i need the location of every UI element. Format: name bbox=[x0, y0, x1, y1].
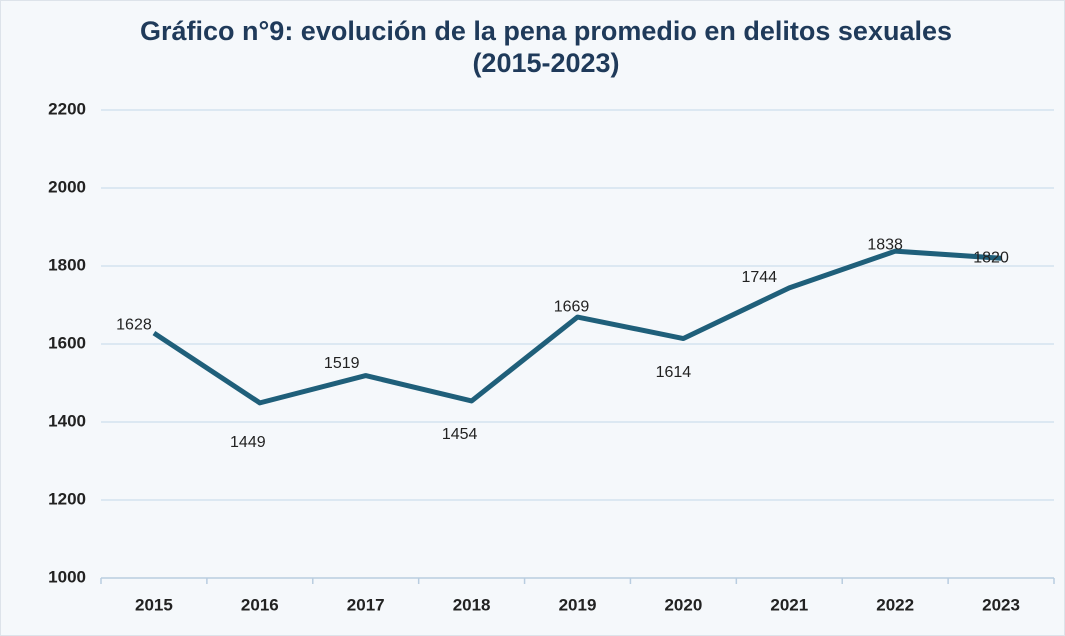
data-label: 1519 bbox=[324, 355, 360, 372]
x-tick-label: 2020 bbox=[664, 595, 702, 614]
data-label: 1614 bbox=[656, 364, 692, 381]
data-label: 1454 bbox=[442, 426, 478, 443]
y-tick-label: 2000 bbox=[48, 177, 86, 196]
data-label: 1744 bbox=[741, 269, 777, 286]
x-tick-label: 2019 bbox=[559, 595, 597, 614]
y-tick-label: 1800 bbox=[48, 255, 86, 274]
y-tick-label: 2200 bbox=[48, 99, 86, 118]
data-label: 1669 bbox=[554, 298, 590, 315]
data-label: 1838 bbox=[867, 236, 903, 253]
x-tick-label: 2023 bbox=[982, 595, 1020, 614]
x-tick-label: 2022 bbox=[876, 595, 914, 614]
x-tick-label: 2018 bbox=[453, 595, 491, 614]
x-tick-label: 2015 bbox=[135, 595, 173, 614]
x-tick-label: 2016 bbox=[241, 595, 279, 614]
y-tick-label: 1200 bbox=[48, 489, 86, 508]
x-tick-label: 2021 bbox=[770, 595, 808, 614]
data-line bbox=[152, 248, 1002, 406]
chart-title: Gráfico n°9: evolución de la pena promed… bbox=[139, 16, 953, 78]
data-label: 1628 bbox=[116, 316, 152, 333]
y-tick-label: 1000 bbox=[48, 567, 86, 586]
y-tick-label: 1600 bbox=[48, 333, 86, 352]
x-tick-label: 2017 bbox=[347, 595, 385, 614]
data-label: 1449 bbox=[230, 434, 266, 451]
data-label: 1820 bbox=[973, 249, 1009, 266]
y-tick-label: 1400 bbox=[48, 411, 86, 430]
